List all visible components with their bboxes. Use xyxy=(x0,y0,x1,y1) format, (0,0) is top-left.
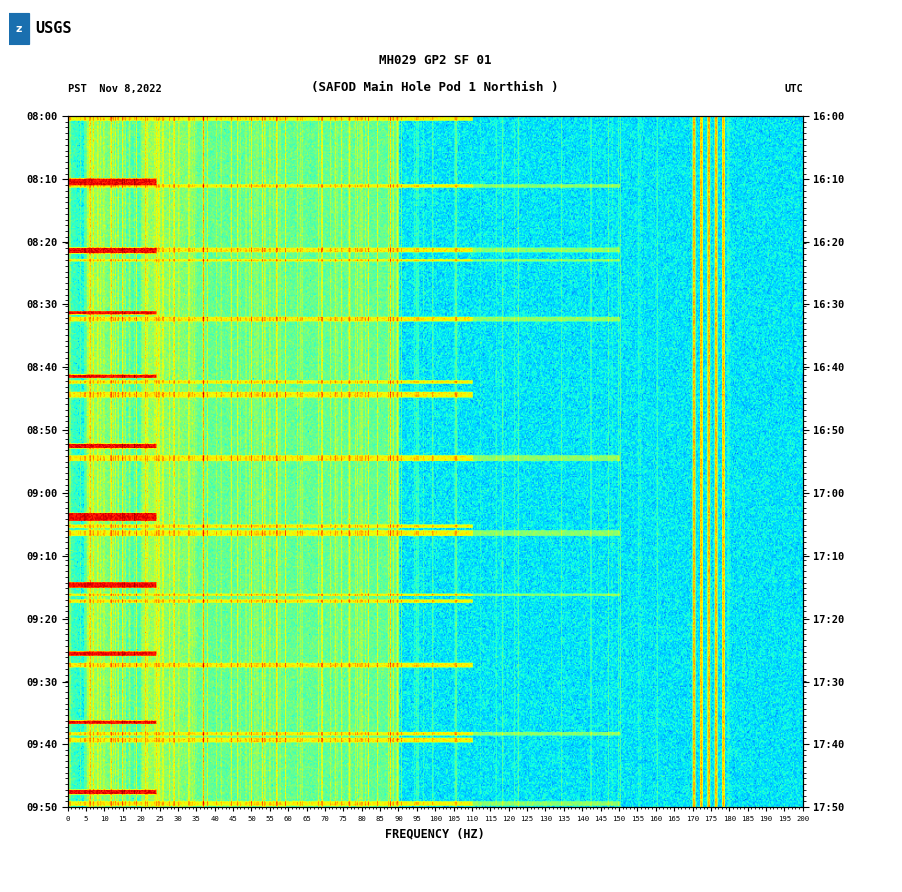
FancyBboxPatch shape xyxy=(8,12,30,45)
Text: UTC: UTC xyxy=(784,84,803,94)
Text: PST  Nov 8,2022: PST Nov 8,2022 xyxy=(68,84,161,94)
Text: USGS: USGS xyxy=(35,21,71,37)
Text: (SAFOD Main Hole Pod 1 Northish ): (SAFOD Main Hole Pod 1 Northish ) xyxy=(311,80,559,94)
Text: z: z xyxy=(16,24,23,34)
X-axis label: FREQUENCY (HZ): FREQUENCY (HZ) xyxy=(385,828,485,841)
Text: MH029 GP2 SF 01: MH029 GP2 SF 01 xyxy=(379,54,492,67)
